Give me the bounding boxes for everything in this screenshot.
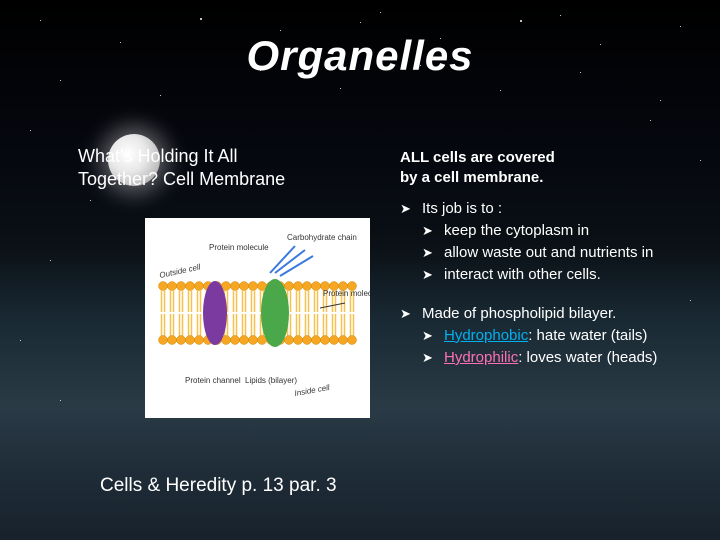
star-icon <box>160 95 161 96</box>
protein-green-icon <box>261 279 289 347</box>
b2-item: Hydrophobic: hate water (tails) <box>422 326 700 346</box>
star-icon <box>520 20 522 22</box>
heading-l1: ALL cells are covered <box>400 149 555 166</box>
star-icon <box>500 90 501 91</box>
star-icon <box>260 70 261 71</box>
subtitle: What's Holding It All Together? Cell Mem… <box>78 145 378 192</box>
b2-intro: Made of phospholipid bilayer. Hydrophobi… <box>400 304 700 369</box>
bullet-list-2: Made of phospholipid bilayer. Hydrophobi… <box>400 304 700 369</box>
b2-rest: : hate water (tails) <box>528 327 647 344</box>
star-icon <box>660 100 661 101</box>
label-protein2: Protein molecule <box>323 289 370 298</box>
star-icon <box>40 20 41 21</box>
hydrophilic-term: Hydrophilic <box>444 349 518 366</box>
right-column: ALL cells are covered by a cell membrane… <box>400 148 700 372</box>
footer-reference: Cells & Heredity p. 13 par. 3 <box>100 475 337 497</box>
star-icon <box>680 26 681 27</box>
b2-intro-text: Made of phospholipid bilayer. <box>422 305 616 322</box>
star-icon <box>20 340 21 341</box>
subtitle-line1: What's Holding It All <box>78 146 238 166</box>
heading-bold: ALL cells are covered by a cell membrane… <box>400 148 700 189</box>
membrane-svg: Outside cell Protein molecule Carbohydra… <box>145 218 370 418</box>
bullet-list-1: Its job is to : keep the cytoplasm in al… <box>400 199 700 286</box>
b2-sub: Hydrophobic: hate water (tails)Hydrophil… <box>422 326 700 369</box>
label-lipid: Lipids (bilayer) <box>245 376 297 385</box>
star-icon <box>360 22 361 23</box>
star-icon <box>50 260 51 261</box>
label-carb: Carbohydrate chain <box>287 233 357 242</box>
label-protein: Protein molecule <box>209 243 269 252</box>
star-icon <box>440 38 441 39</box>
star-icon <box>60 80 61 81</box>
b2-rest: : loves water (heads) <box>518 349 657 366</box>
b1-item: allow waste out and nutrients in <box>422 243 700 263</box>
star-icon <box>380 12 381 13</box>
b2-item: Hydrophilic: loves water (heads) <box>422 348 700 368</box>
membrane-figure: Outside cell Protein molecule Carbohydra… <box>145 218 370 418</box>
star-icon <box>200 18 202 20</box>
star-icon <box>60 400 61 401</box>
star-icon <box>300 55 301 56</box>
hydrophobic-term: Hydrophobic <box>444 327 528 344</box>
star-icon <box>700 160 701 161</box>
subtitle-line2: Together? Cell Membrane <box>78 169 285 189</box>
star-icon <box>580 72 581 73</box>
protein-purple-icon <box>203 281 227 345</box>
star-icon <box>600 44 601 45</box>
star-icon <box>650 120 651 121</box>
heading-l2: by a cell membrane. <box>400 169 543 186</box>
label-channel: Protein channel <box>185 376 241 385</box>
b1-intro: Its job is to : keep the cytoplasm in al… <box>400 199 700 286</box>
star-icon <box>560 15 561 16</box>
page-title: Organelles <box>0 0 720 80</box>
b1-item: keep the cytoplasm in <box>422 221 700 241</box>
b1-sub: keep the cytoplasm in allow waste out an… <box>422 221 700 286</box>
star-icon <box>30 130 31 131</box>
star-icon <box>340 88 341 89</box>
star-icon <box>120 42 121 43</box>
b1-intro-text: Its job is to : <box>422 200 502 217</box>
star-icon <box>420 65 421 66</box>
star-icon <box>280 30 281 31</box>
b1-item: interact with other cells. <box>422 265 700 285</box>
star-icon <box>90 200 91 201</box>
